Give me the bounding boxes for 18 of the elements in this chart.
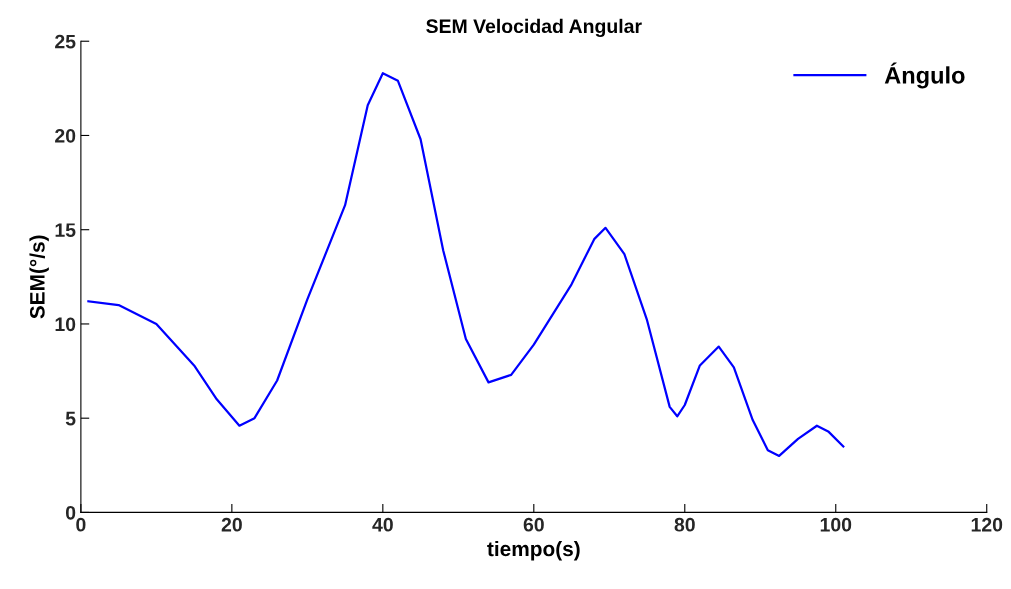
x-tick-label: 120 xyxy=(971,517,1003,532)
y-tick-label: 10 xyxy=(55,317,76,332)
x-tick-label: 100 xyxy=(820,517,852,532)
legend-label: Ángulo xyxy=(884,62,965,89)
chart-title: SEM Velocidad Angular xyxy=(426,18,642,38)
x-axis-title: tiempo(s) xyxy=(487,540,580,561)
y-tick-label: 25 xyxy=(55,34,76,49)
y-tick-label: 5 xyxy=(65,411,76,426)
line-series xyxy=(87,72,845,457)
x-tick-label: 0 xyxy=(76,517,86,532)
x-tick-label: 20 xyxy=(221,517,242,532)
x-tick-label: 80 xyxy=(674,517,695,532)
y-axis-title: SEM(°/s) xyxy=(29,235,49,319)
y-tick-label: 20 xyxy=(55,128,76,143)
x-tick-label: 60 xyxy=(523,517,544,532)
x-tick-label: 40 xyxy=(372,517,393,532)
y-tick-label: 15 xyxy=(55,223,76,237)
y-tick-label: 0 xyxy=(65,505,76,520)
